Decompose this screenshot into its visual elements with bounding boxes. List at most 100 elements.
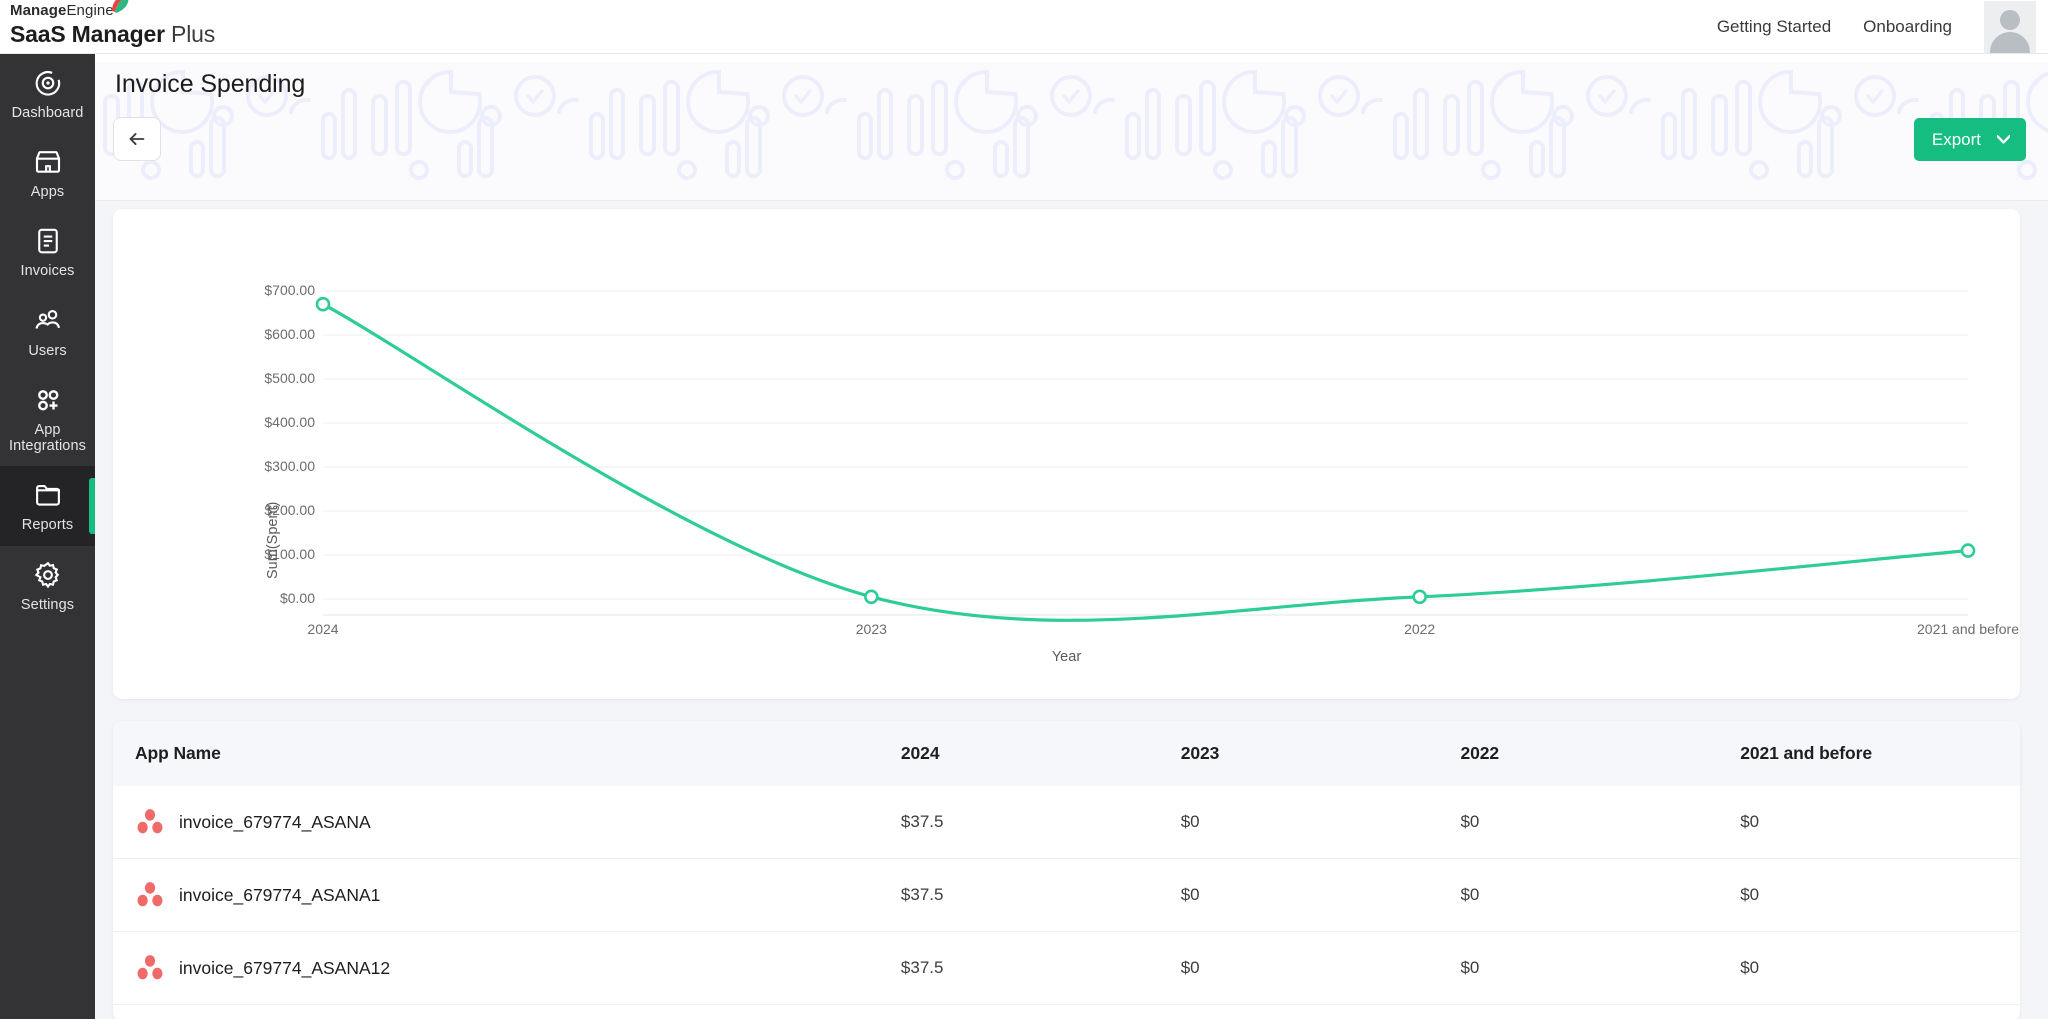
asana-icon [137,955,163,980]
cell-2023: $0 [1180,858,1461,932]
cell-2023: $0 [1180,1004,1461,1019]
sidebar-item-invoices[interactable]: Invoices [0,212,95,291]
cell-2023: $0 [1180,931,1461,1005]
sidebar-item-label: Settings [20,596,75,613]
export-button-label: Export [1931,129,1981,149]
brand-logo[interactable]: ManageEngine SaaS Manager Plus [10,0,215,48]
app-name-label: invoice_679774_ASANA12 [179,957,391,978]
avatar-body [1990,32,2030,53]
avatar[interactable] [1984,1,2036,53]
sidebar-item-app-integrations[interactable]: App Integrations [0,371,95,466]
data-point-marker [1412,589,1427,605]
back-button[interactable] [113,117,161,161]
column-header-2023[interactable]: 2023 [1180,721,1461,786]
chart-card: $0.00 $100.00 $200.00 $300.00 $400.00 $500.00… [113,209,2020,699]
x-axis-tick-label: 2022 [1404,621,1436,637]
page-header: Invoice Spending Export [95,54,2048,201]
cell-2023: $0 [1180,786,1461,859]
cell-app-name: invoice_679774_ASANA12 [113,931,901,1005]
reports-folder-icon [35,485,60,506]
sidebar-item-reports[interactable]: Reports [0,466,95,546]
cell-2024: $37.5 [900,858,1181,932]
app-integrations-icon [37,390,58,411]
chart-gridlines [323,290,1968,600]
invoice-spending-table-card: App Name 2024 2023 2022 2021 and before … [113,721,2020,1019]
cell-2021-and-before: $0 [1740,858,2020,932]
asana-icon [137,809,163,834]
chart-series [321,302,1970,622]
column-header-app-name[interactable]: App Name [113,721,901,786]
sidebar-item-users[interactable]: Users [0,292,95,371]
cell-2024: $37.5 [900,786,1181,859]
table-row[interactable]: invoice_679774_ASANA12 $37.5 $0 $0 $0 [113,931,2020,1005]
x-axis-tick-label: 2021 and before [1917,621,2019,637]
cell-2022: $0 [1460,786,1741,859]
cell-2021-and-before: $0 [1740,1004,2020,1019]
y-axis-tick-label: $0.00 [279,590,315,606]
product-name-light: Plus [171,21,215,47]
nav-getting-started[interactable]: Getting Started [1716,17,1832,36]
y-axis-tick-label: $300.00 [264,458,315,474]
y-axis-tick-label: $400.00 [264,414,315,430]
y-axis-tick-label: $500.00 [264,370,315,386]
background-watermark-pattern [95,62,2048,200]
table-row[interactable]: invoice_679774_ASANA14$37.5$0$0$0 [113,1004,2020,1019]
invoice-spending-line-chart [315,290,1976,622]
data-point-marker [315,296,331,312]
sidebar-item-settings[interactable]: Settings [0,546,95,625]
table-header: App Name 2024 2023 2022 2021 and before [113,721,2020,786]
table-header-row: App Name 2024 2023 2022 2021 and before [113,721,2020,786]
cell-app-name: invoice_679774_ASANA [113,786,901,859]
y-axis-tick-label: $200.00 [264,502,315,518]
invoice-document-icon [37,229,58,254]
cell-2022: $0 [1460,858,1741,932]
x-axis-tick-label: 2024 [307,621,339,637]
column-header-2021-and-before[interactable]: 2021 and before [1740,721,2020,786]
asana-icon [137,882,163,907]
sidebar-item-dashboard[interactable]: Dashboard [0,54,95,133]
sidebar-item-label: Apps [30,184,65,201]
back-arrow-icon [129,133,145,145]
manageengine-wordmark: ManageEngine [10,0,129,19]
cell-2024: $37.5 [900,931,1181,1005]
x-axis-tick-label: 2023 [855,621,887,637]
apps-store-icon [35,151,60,173]
dashboard-icon [35,71,60,96]
avatar-head [2000,10,2020,30]
series-line [321,302,1970,622]
chevron-down-icon [1997,135,2010,144]
column-header-2022[interactable]: 2022 [1460,721,1741,786]
chart-y-axis-title: Sum(Spent) [265,501,281,579]
table-row[interactable]: invoice_679774_ASANA1 $37.5 $0 $0 $0 [113,858,2020,932]
y-axis-tick-label: $700.00 [264,282,315,298]
product-name-bold: SaaS Manager [10,21,165,47]
brand-company-first: Manage [10,2,67,19]
data-point-marker [864,589,879,605]
page-title: Invoice Spending [115,70,306,98]
cell-app-name: invoice_679774_ASANA14 [113,1004,901,1019]
top-bar: ManageEngine SaaS Manager Plus Getting S… [0,0,2048,54]
top-nav: Getting Started Onboarding [1717,0,2048,54]
chart-x-axis-title: Year [1051,649,1082,665]
app-name-label: invoice_679774_ASANA1 [179,884,381,905]
gear-icon [34,561,59,588]
cell-2021-and-before: $0 [1740,786,2020,859]
cell-2022: $0 [1460,931,1741,1005]
page-header-top-strip [95,54,2048,62]
sidebar-item-label: App Integrations [9,421,86,455]
export-button[interactable]: Export [1913,118,2026,161]
brand-company-second: Engine [66,2,114,19]
sidebar-item-apps[interactable]: Apps [0,133,95,212]
manageengine-swoosh-icon [112,0,129,13]
nav-onboarding[interactable]: Onboarding [1863,17,1952,36]
chart-markers [315,296,1976,605]
product-name: SaaS Manager Plus [10,21,215,48]
table-row[interactable]: invoice_679774_ASANA $37.5 $0 $0 $0 [113,786,2020,859]
cell-app-name: invoice_679774_ASANA1 [113,858,901,932]
sidebar-item-label: Reports [21,517,74,534]
sidebar-item-label: Users [28,342,67,359]
column-header-2024[interactable]: 2024 [900,721,1181,786]
users-icon [34,309,60,329]
y-axis-tick-label: $600.00 [264,326,315,342]
cell-2022: $0 [1460,1004,1741,1019]
